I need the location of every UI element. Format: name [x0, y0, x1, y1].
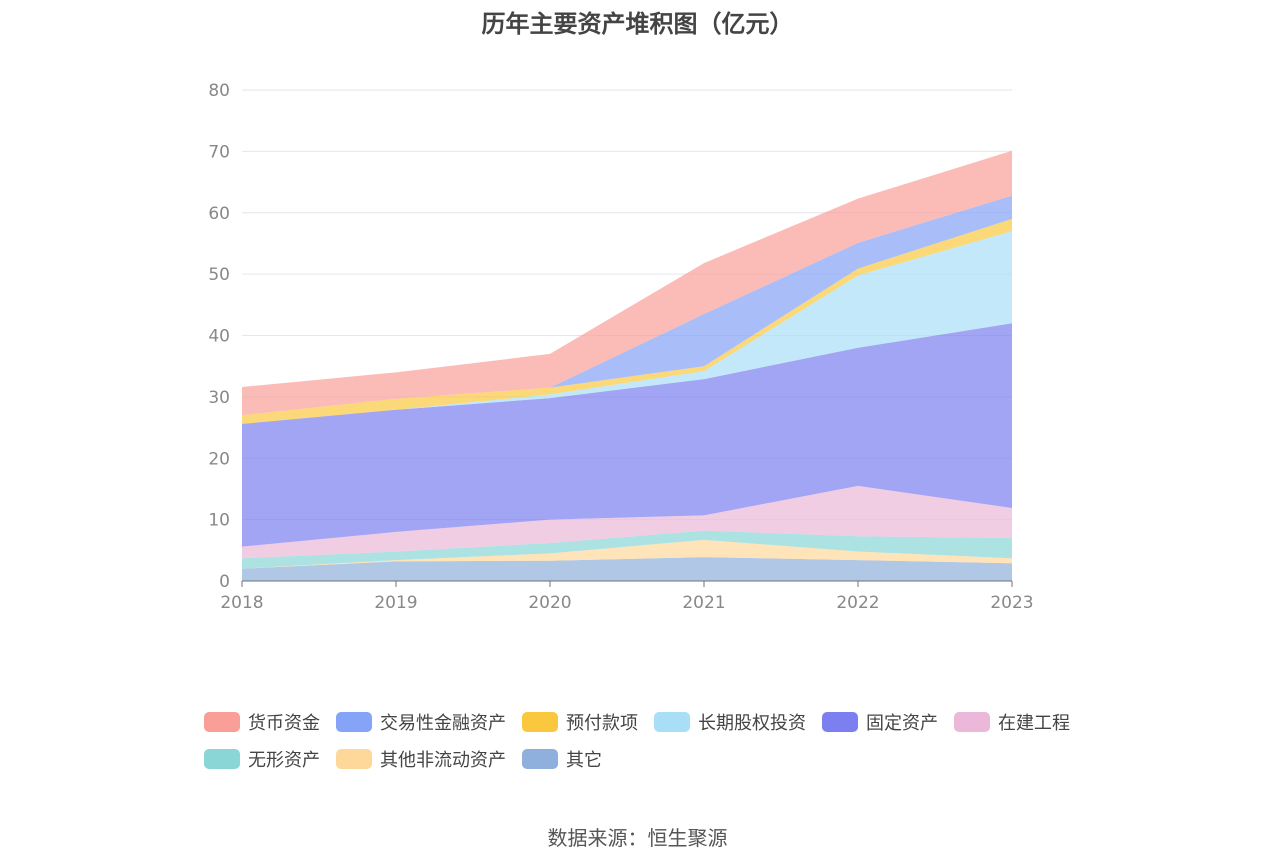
- legend-label: 长期股权投资: [698, 713, 806, 734]
- legend-label: 在建工程: [998, 713, 1070, 734]
- legend-label: 交易性金融资产: [380, 713, 506, 734]
- legend-label: 预付款项: [566, 713, 638, 734]
- y-tick-label: 0: [219, 572, 230, 592]
- area-长期股权投资: [242, 231, 1012, 424]
- x-tick-label: 2018: [220, 593, 263, 613]
- legend-item[interactable]: 在建工程: [954, 709, 1070, 735]
- legend-swatch: [654, 712, 690, 732]
- x-tick-label: 2023: [990, 593, 1033, 613]
- source-note: 数据来源：恒生聚源: [547, 826, 728, 850]
- area-交易性金融资产: [242, 195, 1012, 416]
- x-tick-label: 2021: [682, 593, 725, 613]
- x-tick-label: 2020: [528, 593, 571, 613]
- legend-item[interactable]: 长期股权投资: [654, 709, 806, 735]
- legend-swatch: [522, 712, 558, 732]
- legend-label: 货币资金: [248, 713, 320, 734]
- y-tick-label: 30: [208, 388, 230, 408]
- legend-item[interactable]: 交易性金融资产: [336, 709, 506, 735]
- legend-item[interactable]: 货币资金: [204, 709, 320, 735]
- area-固定资产: [242, 323, 1012, 547]
- area-series: [242, 150, 1012, 581]
- legend-item[interactable]: 无形资产: [204, 746, 320, 772]
- y-tick-label: 20: [208, 449, 230, 469]
- y-tick-label: 60: [208, 204, 230, 224]
- legend-swatch: [204, 712, 240, 732]
- chart-title: 历年主要资产堆积图（亿元）: [481, 10, 794, 38]
- legend-swatch: [204, 749, 240, 769]
- x-tick-label: 2022: [836, 593, 879, 613]
- legend-swatch: [522, 749, 558, 769]
- area-在建工程: [242, 485, 1012, 559]
- legend-row: 无形资产 其他非流动资产 其它: [204, 745, 1104, 773]
- legend-item[interactable]: 固定资产: [822, 709, 938, 735]
- legend-label: 其他非流动资产: [380, 750, 506, 771]
- legend-swatch: [336, 712, 372, 732]
- y-tick-label: 40: [208, 327, 230, 347]
- legend-label: 固定资产: [866, 713, 938, 734]
- legend-swatch: [822, 712, 858, 732]
- legend-item[interactable]: 其他非流动资产: [336, 746, 506, 772]
- area-无形资产: [242, 530, 1012, 569]
- legend-row: 货币资金 交易性金融资产 预付款项 长期股权投资 固定资产 在建工程: [204, 708, 1104, 736]
- y-tick-label: 80: [208, 81, 230, 101]
- legend-swatch: [336, 749, 372, 769]
- y-tick-label: 10: [208, 511, 230, 531]
- y-tick-label: 70: [208, 142, 230, 162]
- legend-label: 无形资产: [248, 750, 320, 771]
- legend-swatch: [954, 712, 990, 732]
- legend: 货币资金 交易性金融资产 预付款项 长期股权投资 固定资产 在建工程 无形资产 其他非流动资…: [204, 708, 1104, 782]
- legend-label: 其它: [566, 750, 602, 771]
- area-其它: [242, 557, 1012, 581]
- axes: 0 10 20 30 40 50 60 70 80 2018 2019 2020 2021 2022 202…: [208, 81, 1033, 613]
- legend-item[interactable]: 其它: [522, 746, 602, 772]
- area-其他非流动资产: [242, 539, 1012, 569]
- stacked-area-chart: 0 10 20 30 40 50 60 70 80 2018 2019 2020 2021 2022 202…: [208, 81, 1033, 613]
- y-tick-label: 50: [208, 265, 230, 285]
- area-货币资金: [242, 150, 1012, 416]
- x-tick-label: 2019: [374, 593, 417, 613]
- legend-item[interactable]: 预付款项: [522, 709, 638, 735]
